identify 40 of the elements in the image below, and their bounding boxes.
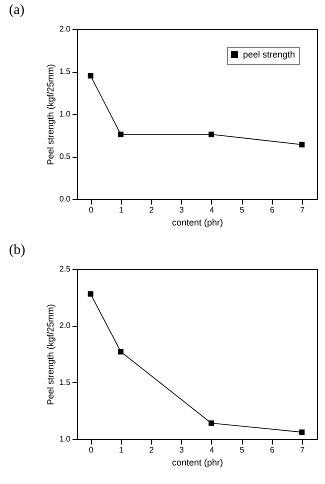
chart-title: (b) xyxy=(9,243,26,258)
x-tick-label: 4 xyxy=(210,446,215,454)
x-tick-label: 6 xyxy=(270,206,275,214)
point xyxy=(208,420,214,426)
chart-title: (a) xyxy=(9,3,25,18)
y-tick-label: 1.5 xyxy=(59,378,72,387)
y-axis-title: Peel strength (kgf/25mm) xyxy=(45,64,56,166)
x-tick-label: 7 xyxy=(300,446,306,454)
point xyxy=(118,132,124,138)
point xyxy=(208,132,214,138)
y-tick-label: 2.5 xyxy=(59,264,72,274)
x-axis-title: content (phr) xyxy=(172,458,224,468)
point xyxy=(118,348,124,354)
x-tick-label: 5 xyxy=(240,206,245,214)
y-tick-label: 0.0 xyxy=(59,194,72,204)
x-axis-title: content (phr) xyxy=(172,218,224,228)
point xyxy=(88,73,94,78)
x-tick-label: 3 xyxy=(179,446,184,454)
x-tick-label: 2 xyxy=(149,206,154,214)
y-tick-label: 2.0 xyxy=(59,321,72,330)
point xyxy=(299,429,305,435)
x-tick-label: 1 xyxy=(119,206,124,214)
legend-label: peel strength xyxy=(243,50,296,60)
x-tick-label: 0 xyxy=(88,206,94,214)
y-tick-label: 1.5 xyxy=(59,67,72,76)
x-tick-label: 1 xyxy=(119,446,124,454)
y-tick-label: 0.5 xyxy=(59,152,72,161)
y-tick-label: 1.0 xyxy=(59,434,72,444)
x-tick-label: 2 xyxy=(149,446,154,454)
x-tick-label: 3 xyxy=(179,206,184,214)
x-tick-label: 6 xyxy=(270,446,275,454)
y-axis-title: Peel strength (kgf/25mm) xyxy=(45,304,56,406)
x-tick-label: 4 xyxy=(210,206,215,214)
y-tick-label: 1.0 xyxy=(59,110,72,118)
point xyxy=(299,142,305,148)
y-tick-label: 2.0 xyxy=(59,24,72,34)
x-tick-label: 5 xyxy=(240,446,245,454)
x-tick-label: 0 xyxy=(88,446,94,454)
point xyxy=(88,291,94,297)
x-tick-label: 7 xyxy=(300,206,306,214)
